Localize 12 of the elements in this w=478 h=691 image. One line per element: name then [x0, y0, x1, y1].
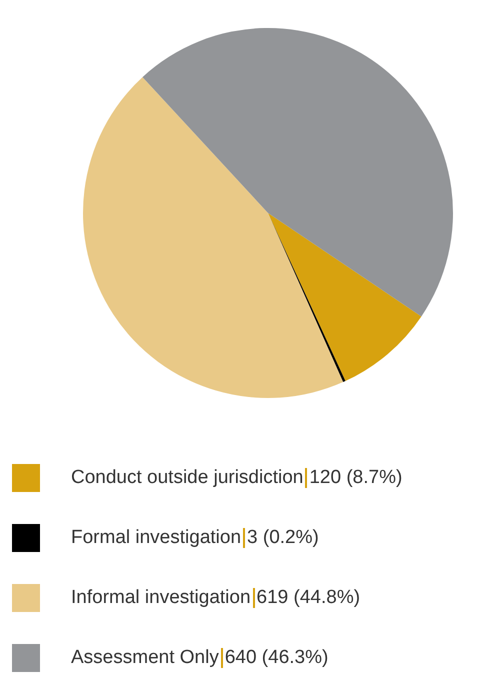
data-label: 3 (0.2%) — [247, 527, 319, 549]
pie-slice — [83, 77, 344, 398]
legend-label: Informal investigation — [71, 587, 251, 609]
pie-slice — [268, 213, 422, 382]
legend-label: Formal investigation — [71, 527, 242, 549]
legend-label: Assessment Only — [71, 647, 219, 669]
data-label: 120 (8.7%) — [309, 467, 402, 489]
pie-slice — [142, 28, 453, 316]
data-label: 619 (44.8%) — [256, 587, 360, 609]
legend-label: Conduct outside jurisdiction — [71, 467, 304, 489]
data-label: 640 (46.3%) — [224, 647, 328, 669]
pie-slice — [268, 213, 346, 382]
